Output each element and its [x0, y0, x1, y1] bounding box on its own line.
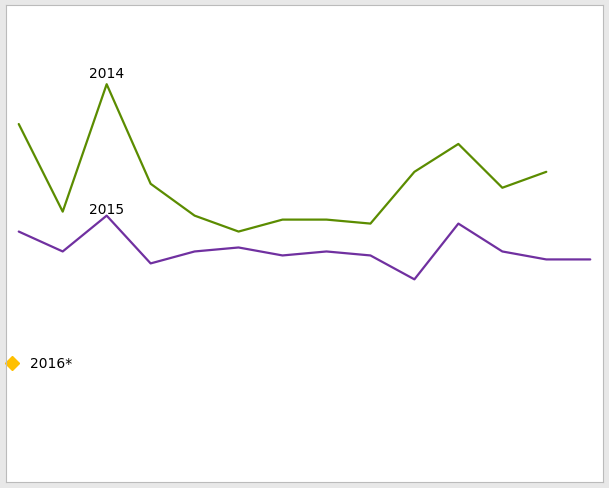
Text: 2016*: 2016* [30, 356, 72, 370]
Text: 2014: 2014 [89, 67, 124, 81]
Text: 2015: 2015 [89, 202, 124, 216]
